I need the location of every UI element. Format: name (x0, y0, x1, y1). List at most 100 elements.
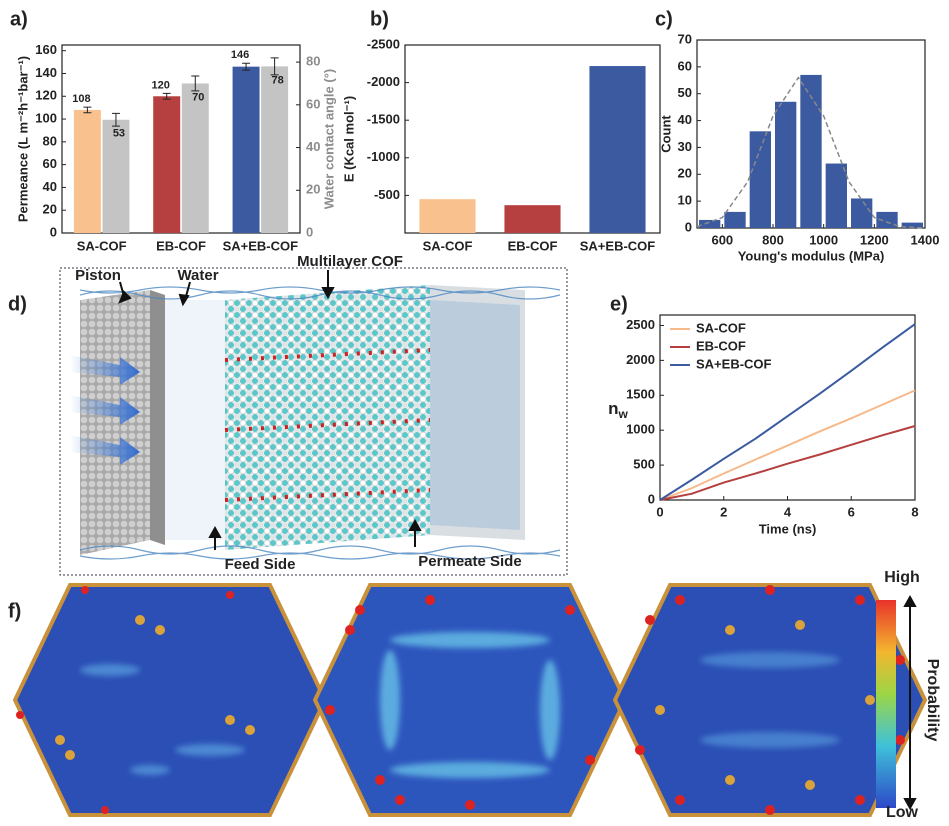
label: Piston (75, 267, 121, 284)
y-tick-label: -2000 (367, 74, 400, 89)
value-label: 108 (72, 93, 90, 105)
md-simulation (59, 267, 568, 576)
label: Water (177, 267, 218, 284)
y-tick-label: -1500 (367, 112, 400, 127)
histogram-bar (724, 211, 746, 228)
x-tick-label: SA-COF (77, 238, 127, 253)
y-axis-label: E (Kcal mol⁻¹) (341, 96, 356, 182)
y-tick-label: -1000 (367, 149, 400, 164)
bar (181, 83, 209, 233)
x-tick-label: 1400 (911, 232, 940, 247)
panel-letter: c) (655, 8, 673, 30)
y-tick-label: 60 (43, 156, 57, 171)
x-tick-label: SA+EB-COF (223, 238, 299, 253)
x-axis-label: Time (ns) (759, 521, 817, 536)
x-tick-label: 6 (848, 504, 855, 519)
y-tick-label: 40 (43, 179, 57, 194)
y-tick-label: 0 (306, 224, 313, 239)
bar (261, 66, 289, 233)
error-bar (270, 57, 279, 76)
panel-letter: f) (8, 600, 21, 622)
panel-letter: a) (10, 8, 28, 30)
value-label: 53 (113, 128, 125, 140)
bar (504, 205, 561, 233)
error-bar (242, 62, 251, 71)
y-tick-label: 10 (678, 193, 692, 208)
y-tick-label: 1500 (626, 387, 655, 402)
density-maps (12, 583, 928, 817)
x-axis-label: Young's modulus (MPa) (738, 248, 885, 263)
value-label: 78 (271, 74, 283, 86)
y-axis-label: n (608, 399, 618, 418)
y-tick-label: 80 (43, 133, 57, 148)
y-tick-label: 20 (678, 166, 692, 181)
y-tick-label: 1000 (626, 422, 655, 437)
error-bar (83, 106, 92, 114)
y-tick-label: 60 (678, 58, 692, 73)
fit-curve (696, 76, 926, 229)
y-tick-label: 20 (43, 202, 57, 217)
x-tick-label: EB-COF (508, 238, 558, 253)
x-tick-label: SA-COF (423, 238, 473, 253)
y-tick-label: 0 (50, 224, 57, 239)
line (659, 323, 916, 501)
y-axis-label: nw (608, 399, 628, 421)
error-bar (162, 92, 171, 100)
label: Feed Side (225, 556, 296, 573)
legend-label: EB-COF (696, 338, 746, 353)
error-bar (191, 75, 200, 92)
bar (232, 66, 260, 233)
x-tick-label: EB-COF (156, 238, 206, 253)
y-axis-label: Water contact angle (°) (321, 69, 336, 210)
x-tick-label: 4 (784, 504, 792, 519)
y-tick-label: 40 (678, 112, 692, 127)
line (659, 425, 916, 501)
colorbar-title: Probability (924, 659, 941, 742)
y-tick-label: 30 (678, 139, 692, 154)
bar (153, 96, 181, 233)
histogram-bar (699, 219, 721, 228)
y-tick-label: -2500 (367, 36, 400, 51)
legend-label: SA-COF (696, 320, 746, 335)
histogram-bar (876, 211, 898, 228)
y-tick-label: 100 (35, 110, 57, 125)
y-tick-label: 70 (678, 31, 692, 46)
y-axis-label-sub: w (618, 407, 629, 421)
label: Permeate Side (418, 553, 521, 570)
panel-letter: e) (610, 293, 628, 315)
y-tick-label: 0 (648, 491, 655, 506)
y-axis-label: Permeance (L m⁻²h⁻¹bar⁻¹) (15, 56, 30, 222)
value-label: 70 (192, 91, 204, 103)
label: Multilayer COF (297, 253, 403, 270)
x-tick-label: 0 (656, 504, 663, 519)
colorbar-label: High (884, 569, 920, 586)
colorbar-label: Low (886, 804, 919, 821)
y-tick-label: 60 (306, 96, 320, 111)
y-tick-label: 2000 (626, 352, 655, 367)
plot-frame (61, 44, 301, 234)
bar (589, 66, 646, 233)
panel-letter: b) (370, 8, 389, 30)
y-tick-label: 120 (35, 88, 57, 103)
histogram-bar (825, 163, 847, 228)
bar (73, 109, 101, 233)
x-tick-label: 800 (762, 232, 784, 247)
y-tick-label: 80 (306, 54, 320, 69)
value-label: 146 (231, 49, 249, 61)
y-tick-label: -500 (374, 187, 400, 202)
y-tick-label: 20 (306, 182, 320, 197)
legend-label: SA+EB-COF (696, 356, 772, 371)
x-tick-label: 8 (911, 504, 918, 519)
x-tick-label: 2 (720, 504, 727, 519)
y-tick-label: 0 (685, 219, 692, 234)
y-tick-label: 140 (35, 65, 57, 80)
x-tick-label: 600 (711, 232, 733, 247)
histogram-bar (749, 131, 771, 228)
x-tick-label: 1200 (860, 232, 889, 247)
y-tick-label: 160 (35, 42, 57, 57)
error-bar (111, 112, 120, 127)
x-tick-label: SA+EB-COF (580, 238, 656, 253)
bar (419, 199, 476, 233)
histogram-bar (851, 198, 873, 228)
